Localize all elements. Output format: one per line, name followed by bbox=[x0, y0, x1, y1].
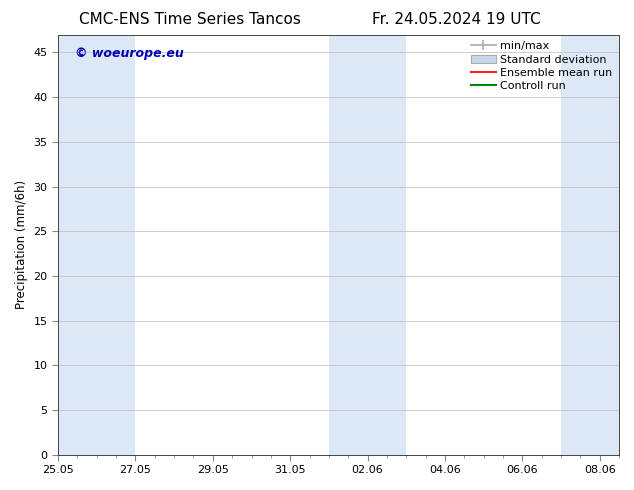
Legend: min/max, Standard deviation, Ensemble mean run, Controll run: min/max, Standard deviation, Ensemble me… bbox=[467, 37, 617, 96]
Text: Fr. 24.05.2024 19 UTC: Fr. 24.05.2024 19 UTC bbox=[372, 12, 541, 27]
Bar bbox=[58, 35, 97, 455]
Bar bbox=[329, 35, 368, 455]
Bar bbox=[97, 35, 136, 455]
Bar bbox=[368, 35, 406, 455]
Bar bbox=[600, 35, 619, 455]
Text: CMC-ENS Time Series Tancos: CMC-ENS Time Series Tancos bbox=[79, 12, 301, 27]
Text: © woeurope.eu: © woeurope.eu bbox=[75, 47, 184, 60]
Bar bbox=[561, 35, 600, 455]
Y-axis label: Precipitation (mm/6h): Precipitation (mm/6h) bbox=[15, 180, 28, 309]
